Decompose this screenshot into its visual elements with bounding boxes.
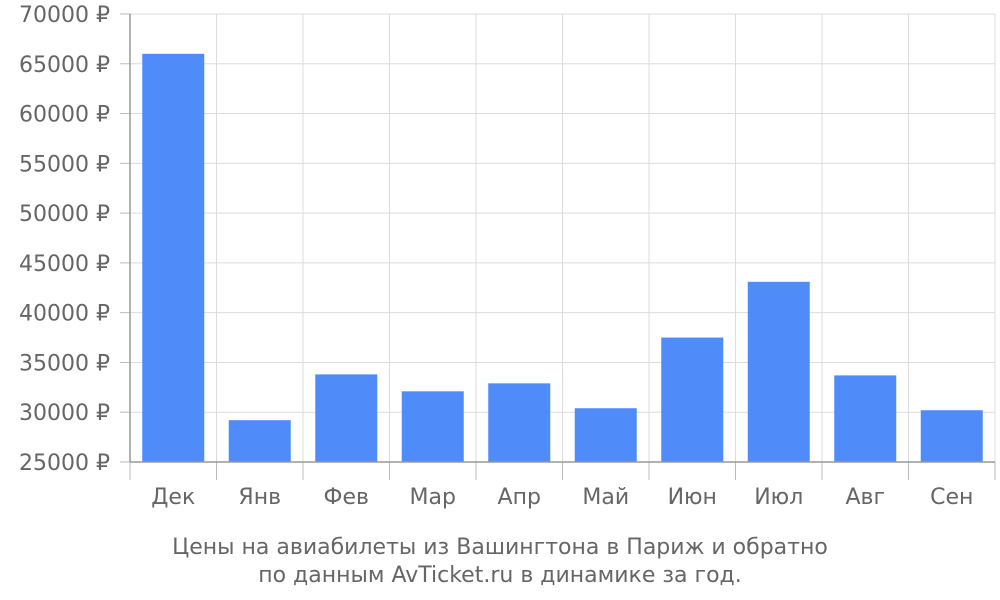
y-tick-label: 40000 ₽ (19, 302, 110, 327)
axes (120, 13, 996, 480)
x-tick-label: Июл (754, 485, 803, 510)
x-tick-label: Мар (410, 485, 456, 510)
x-tick-label: Май (582, 485, 629, 510)
y-tick-label: 55000 ₽ (19, 152, 110, 177)
y-tick-label: 35000 ₽ (19, 351, 110, 376)
bar-8 (747, 281, 810, 462)
x-tick-label: Фев (324, 485, 369, 510)
y-tick-label: 60000 ₽ (19, 103, 110, 128)
x-tick-label: Июн (668, 485, 717, 510)
y-tick-label: 25000 ₽ (19, 451, 110, 476)
y-tick-label: 30000 ₽ (19, 401, 110, 426)
bar-2 (228, 420, 291, 462)
x-tick-label: Авг (845, 485, 885, 510)
caption-line-2: по данным AvTicket.ru в динамике за год. (258, 563, 742, 588)
bar-5 (488, 383, 551, 462)
x-tick-label: Янв (238, 485, 281, 510)
bar-7 (661, 337, 724, 462)
x-tick-label: Дек (151, 485, 195, 510)
tick-labels: 25000 ₽ 30000 ₽ 35000 ₽ 40000 ₽ 45000 ₽ 50000… (19, 3, 973, 510)
x-tick-label: Сен (930, 485, 973, 510)
x-tick-label: Апр (498, 485, 541, 510)
bar-9 (834, 375, 897, 462)
bar-1 (142, 53, 205, 462)
y-tick-label: 65000 ₽ (19, 53, 110, 78)
y-tick-label: 45000 ₽ (19, 252, 110, 277)
caption-line-1: Цены на авиабилеты из Вашингтона в Париж… (172, 535, 828, 560)
bar-3 (315, 374, 378, 462)
chart-caption: Цены на авиабилеты из Вашингтона в Париж… (0, 534, 1000, 590)
bar-6 (574, 408, 637, 462)
bar-4 (401, 391, 464, 462)
bars (142, 53, 983, 462)
bar-10 (920, 410, 983, 462)
y-tick-label: 70000 ₽ (19, 3, 110, 28)
y-tick-label: 50000 ₽ (19, 202, 110, 227)
